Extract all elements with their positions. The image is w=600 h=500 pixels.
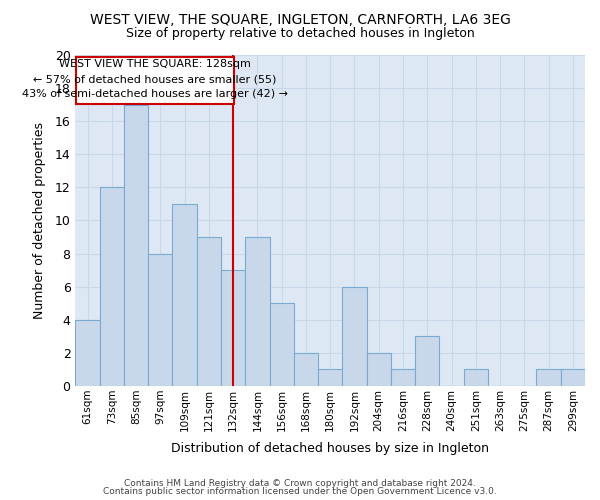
- Bar: [197, 237, 221, 386]
- Bar: [269, 303, 294, 386]
- Bar: [76, 320, 100, 386]
- Bar: [464, 370, 488, 386]
- Text: WEST VIEW THE SQUARE: 128sqm: WEST VIEW THE SQUARE: 128sqm: [59, 59, 251, 69]
- Bar: [318, 370, 343, 386]
- Bar: [536, 370, 561, 386]
- Text: WEST VIEW, THE SQUARE, INGLETON, CARNFORTH, LA6 3EG: WEST VIEW, THE SQUARE, INGLETON, CARNFOR…: [89, 12, 511, 26]
- Bar: [294, 353, 318, 386]
- Bar: [148, 254, 172, 386]
- Bar: [391, 370, 415, 386]
- Text: Contains HM Land Registry data © Crown copyright and database right 2024.: Contains HM Land Registry data © Crown c…: [124, 478, 476, 488]
- X-axis label: Distribution of detached houses by size in Ingleton: Distribution of detached houses by size …: [171, 442, 489, 455]
- FancyBboxPatch shape: [76, 56, 234, 104]
- Text: Size of property relative to detached houses in Ingleton: Size of property relative to detached ho…: [125, 28, 475, 40]
- Bar: [561, 370, 585, 386]
- Bar: [221, 270, 245, 386]
- Bar: [343, 286, 367, 386]
- Bar: [124, 104, 148, 386]
- Y-axis label: Number of detached properties: Number of detached properties: [34, 122, 46, 319]
- Text: ← 57% of detached houses are smaller (55): ← 57% of detached houses are smaller (55…: [33, 74, 277, 84]
- Bar: [367, 353, 391, 386]
- Bar: [172, 204, 197, 386]
- Text: Contains public sector information licensed under the Open Government Licence v3: Contains public sector information licen…: [103, 487, 497, 496]
- Bar: [100, 188, 124, 386]
- Bar: [245, 237, 269, 386]
- Text: 43% of semi-detached houses are larger (42) →: 43% of semi-detached houses are larger (…: [22, 89, 288, 99]
- Bar: [415, 336, 439, 386]
